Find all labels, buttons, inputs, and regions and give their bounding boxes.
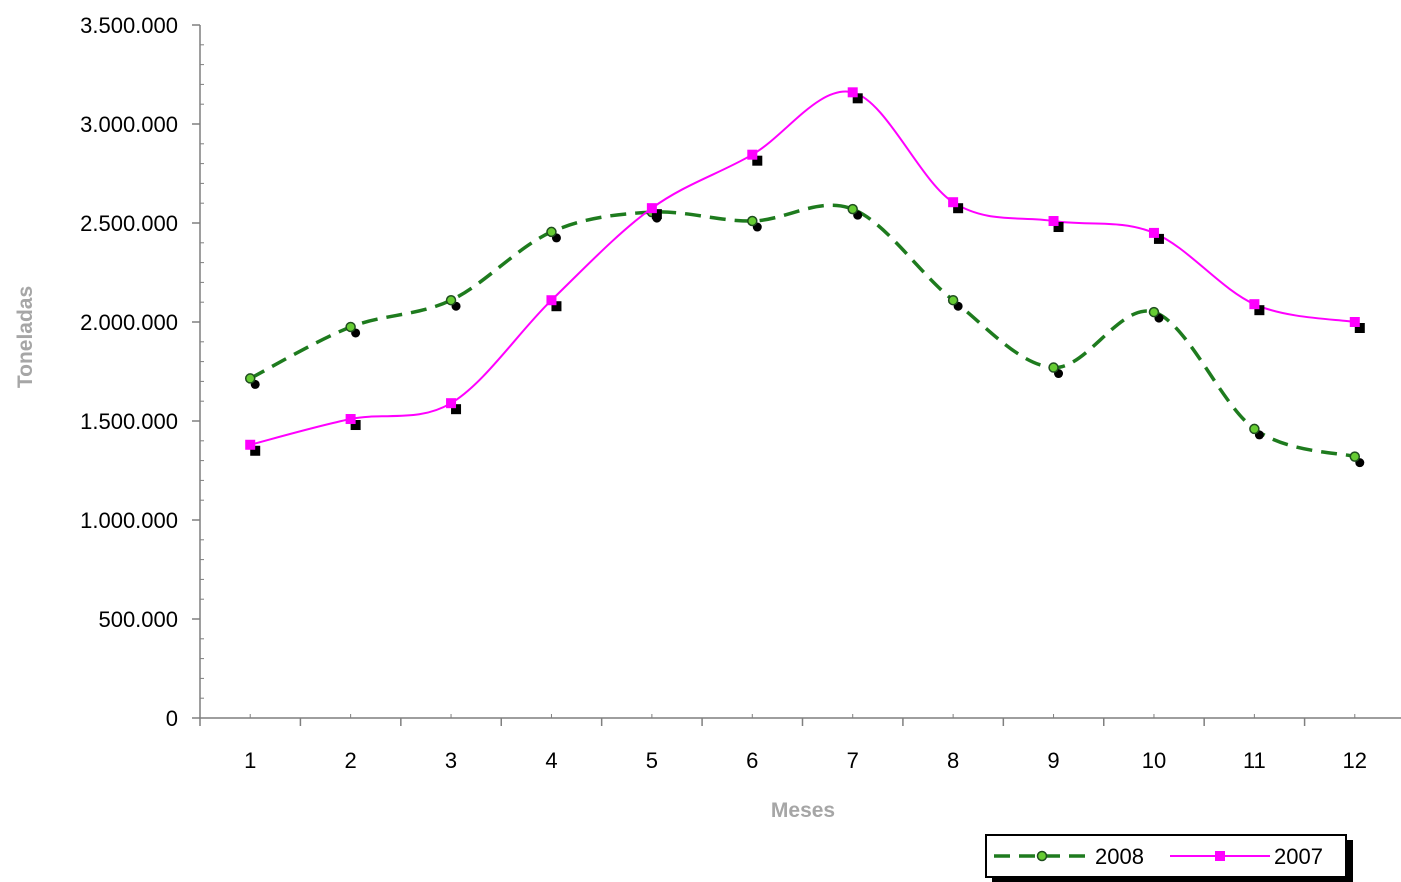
data-point-shadow: [350, 420, 361, 431]
legend-label: 2007: [1274, 844, 1323, 869]
data-point: [546, 226, 557, 238]
legend-item-2007: 2007: [1170, 844, 1323, 869]
data-point: [244, 373, 256, 384]
data-point: [847, 87, 858, 98]
data-point: [948, 197, 959, 208]
x-tick-label: 10: [1142, 748, 1166, 773]
y-tick-label: 0: [166, 706, 178, 731]
x-tick-label: 4: [545, 748, 557, 773]
data-point: [546, 295, 557, 306]
data-point: [1048, 362, 1059, 373]
data-point-shadow: [1153, 233, 1164, 244]
data-point: [646, 203, 657, 214]
legend-marker: [1036, 850, 1048, 862]
y-tick-label: 2.500.000: [80, 211, 178, 236]
data-point-shadow: [1254, 305, 1265, 316]
data-point-shadow: [1354, 323, 1365, 333]
x-tick-label: 11: [1243, 748, 1266, 773]
data-point-shadow: [752, 155, 763, 166]
y-tick-label: 1.500.000: [80, 409, 178, 434]
x-tick-label: 9: [1047, 748, 1059, 773]
data-point: [747, 215, 758, 227]
x-tick-label: 7: [847, 748, 859, 773]
data-point: [1349, 317, 1360, 327]
data-point-shadow: [551, 301, 562, 312]
data-point: [345, 321, 356, 333]
legend-item-2008: 2008: [994, 844, 1144, 869]
y-tick-label: 3.500.000: [80, 13, 178, 38]
legend-box: [985, 834, 1347, 878]
series-line-2007: [249, 90, 1355, 446]
data-point: [446, 398, 457, 409]
y-tick-label: 500.000: [98, 607, 178, 632]
legend-label: 2008: [1095, 844, 1144, 869]
data-point: [1148, 306, 1160, 318]
data-point-shadow: [953, 203, 964, 214]
y-axis-title: Toneladas: [14, 286, 37, 388]
data-point: [1249, 423, 1260, 435]
x-tick-label: 1: [244, 748, 256, 773]
y-axis-ticks: 0 500.000 1.000.000 1.500.000 2.000.000 2.500…: [80, 13, 204, 731]
legend: 2008 2007: [985, 834, 1353, 882]
x-tick-label: 5: [646, 748, 658, 773]
data-point: [1349, 451, 1361, 462]
x-tick-label: 2: [345, 748, 357, 773]
y-tick-label: 2.000.000: [80, 310, 178, 335]
data-point: [947, 294, 959, 306]
x-tick-label: 6: [746, 748, 758, 773]
data-point: [847, 203, 858, 215]
series-layer: [244, 87, 1365, 468]
x-tick-label: 3: [445, 748, 457, 773]
legend-marker: [1215, 851, 1225, 861]
series-2007: [245, 87, 1365, 456]
series-2008: [244, 203, 1365, 468]
data-point-shadow: [250, 445, 261, 456]
data-point-shadow: [651, 209, 662, 220]
data-point-shadow: [451, 404, 462, 415]
y-tick-label: 3.000.000: [80, 112, 178, 137]
y-tick-label: 1.000.000: [80, 508, 178, 533]
data-point: [1148, 227, 1159, 238]
legend-items: 2008 2007: [994, 844, 1323, 869]
data-point: [345, 414, 356, 425]
data-point-shadow: [852, 93, 863, 104]
data-point: [445, 294, 457, 306]
series-line-2008: [249, 203, 1356, 459]
data-point: [1048, 216, 1059, 227]
x-axis-ticks: 1 2 3 4 5 6 7 8 9 10 11 12: [199, 714, 1367, 773]
x-axis-title: Meses: [771, 799, 835, 822]
axes: [199, 25, 1401, 719]
x-tick-label: 8: [947, 748, 959, 773]
x-tick-label: 12: [1343, 748, 1367, 773]
data-point: [245, 439, 256, 450]
data-point-shadow: [1053, 222, 1064, 233]
data-point: [1249, 299, 1260, 310]
data-point: [747, 149, 758, 160]
